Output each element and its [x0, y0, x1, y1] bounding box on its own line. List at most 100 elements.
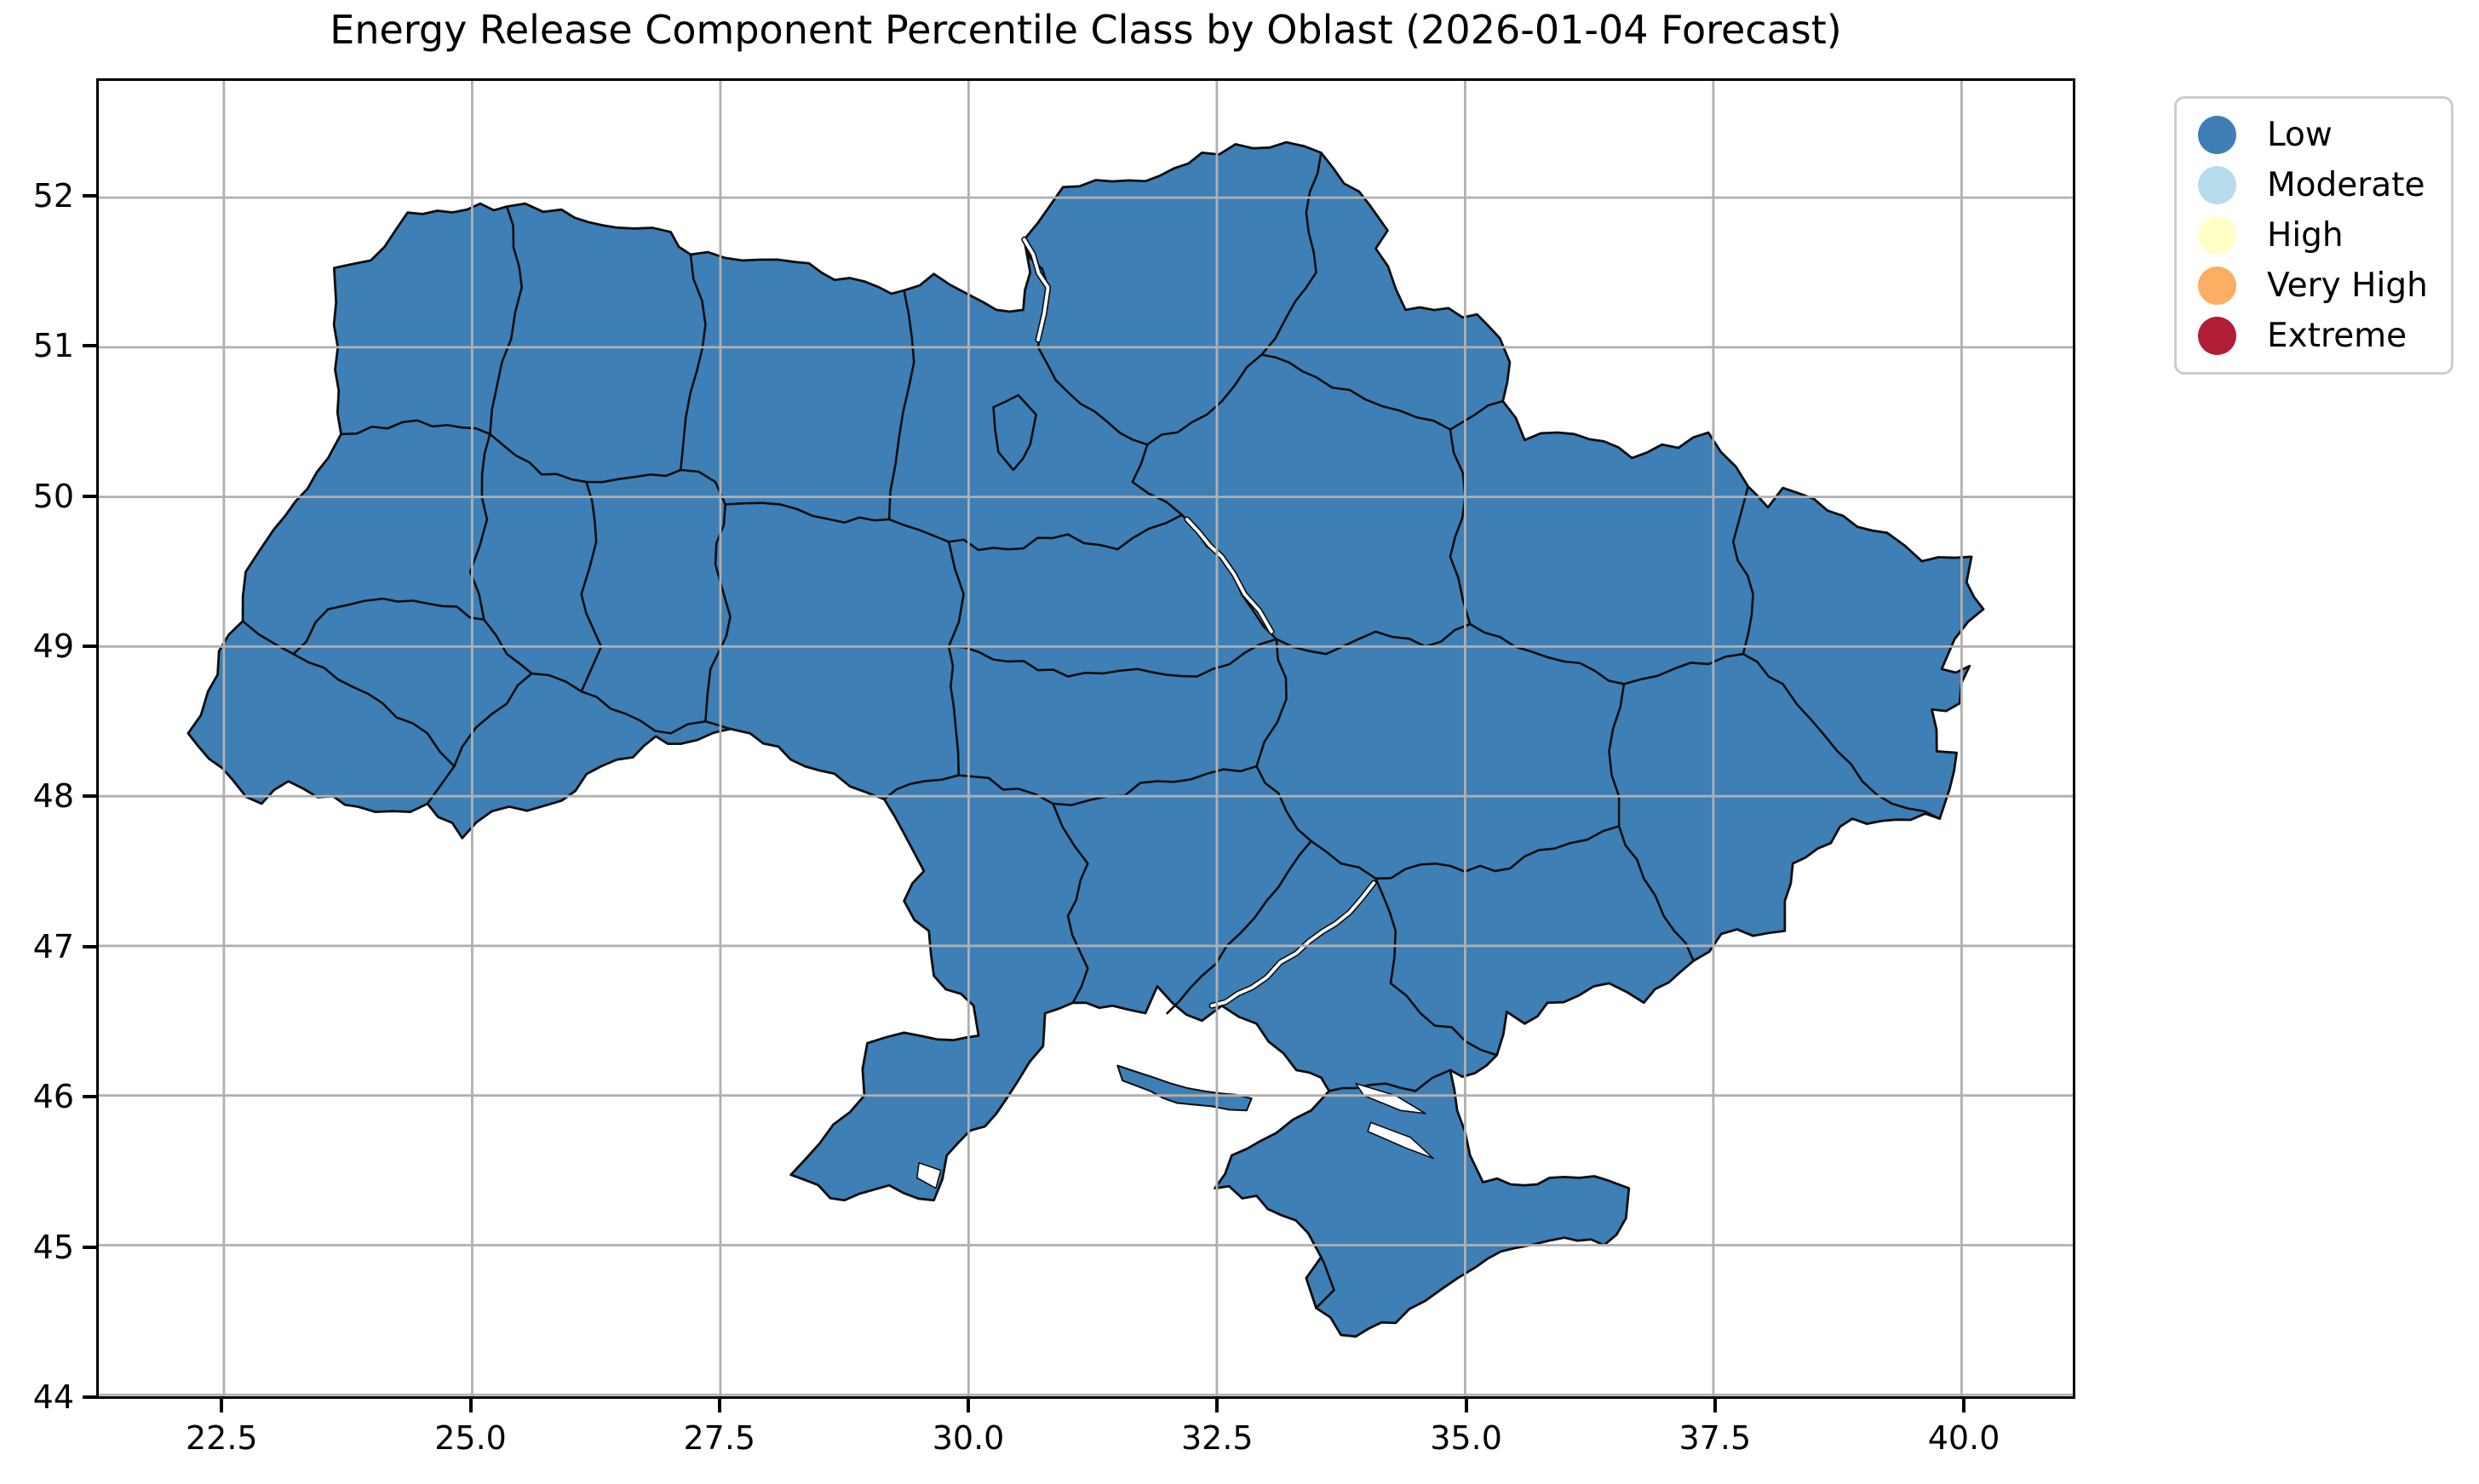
- x-axis-tick: [1713, 1399, 1717, 1412]
- x-axis-tick: [468, 1399, 473, 1412]
- oblast-border: [341, 421, 491, 434]
- lagoon-cutout: [917, 1163, 941, 1189]
- oblast-border: [1317, 1258, 1334, 1309]
- y-axis-tick: [83, 1245, 96, 1249]
- lagoon-cutout: [1356, 1084, 1426, 1114]
- x-axis-tick: [1215, 1399, 1219, 1412]
- legend-item: Moderate: [2177, 160, 2451, 210]
- oblast-border: [1619, 826, 1693, 960]
- y-axis-tick: [83, 944, 96, 948]
- legend-swatch-icon: [2198, 116, 2236, 154]
- oblast-border: [884, 776, 1053, 804]
- oblast-border: [889, 519, 949, 541]
- oblast-border: [726, 503, 889, 523]
- oblast-border: [1053, 766, 1257, 805]
- river-channel: [1212, 883, 1374, 1006]
- oblast-border: [1470, 624, 1624, 684]
- x-axis-tick: [1464, 1399, 1468, 1412]
- oblast-border: [1257, 639, 1287, 766]
- oblast-border: [1261, 152, 1321, 354]
- chart-title: Energy Release Component Percentile Clas…: [330, 7, 1842, 53]
- y-axis-tick-label: 50: [32, 477, 74, 515]
- legend-item-label: Low: [2267, 116, 2333, 154]
- oblast-border: [1257, 766, 1311, 841]
- x-axis-tick: [717, 1399, 721, 1412]
- oblast-border: [1277, 624, 1470, 654]
- oblast-border: [294, 599, 485, 654]
- oblast-border: [490, 207, 521, 434]
- oblast-border: [1133, 444, 1182, 515]
- y-axis-tick-label: 49: [32, 627, 74, 665]
- oblast-border: [1450, 401, 1503, 429]
- legend-swatch-icon: [2198, 216, 2236, 255]
- x-axis-tick-label: 30.0: [932, 1419, 1005, 1457]
- y-axis-tick: [83, 494, 96, 498]
- lagoon-cutout: [1368, 1122, 1433, 1158]
- oblast-border: [680, 255, 705, 470]
- x-axis-tick: [1962, 1399, 1966, 1412]
- tendra-spit-island: [1117, 1066, 1251, 1111]
- river-channel: [1187, 519, 1271, 632]
- legend-item: Extreme: [2177, 311, 2451, 361]
- y-axis-tick-label: 46: [32, 1078, 74, 1116]
- x-axis-tick: [967, 1399, 971, 1412]
- y-axis-tick-label: 51: [32, 327, 74, 365]
- y-axis-tick: [83, 344, 96, 348]
- oblast-border: [889, 290, 914, 519]
- y-axis-tick: [83, 193, 96, 198]
- y-axis-tick: [83, 1395, 96, 1400]
- x-axis-tick-label: 25.0: [434, 1419, 507, 1457]
- legend-swatch-icon: [2198, 317, 2236, 355]
- x-axis-tick-label: 40.0: [1927, 1419, 2000, 1457]
- y-axis-tick-label: 52: [32, 176, 74, 215]
- x-axis-tick-label: 32.5: [1180, 1419, 1254, 1457]
- oblast-border: [949, 541, 963, 775]
- oblast-border: [1375, 826, 1619, 879]
- legend-item-label: Extreme: [2267, 317, 2407, 355]
- oblast-border: [1624, 654, 1743, 684]
- x-axis-tick-label: 35.0: [1430, 1419, 1502, 1457]
- oblast-border: [949, 639, 1277, 677]
- y-axis-tick: [83, 644, 96, 648]
- oblast-border: [243, 622, 454, 804]
- oblast-border: [1261, 355, 1450, 430]
- x-axis-tick-label: 37.5: [1678, 1419, 1752, 1457]
- y-axis-tick-label: 44: [32, 1378, 74, 1417]
- oblast-border: [1311, 841, 1376, 879]
- oblast-border: [949, 515, 1182, 550]
- legend-swatch-icon: [2198, 166, 2236, 204]
- oblast-border: [531, 673, 730, 733]
- kyiv-city-border: [994, 395, 1036, 470]
- legend-item: Low: [2177, 110, 2451, 160]
- oblast-border: [454, 673, 531, 766]
- ukraine-outline: [188, 142, 1983, 1337]
- x-axis-tick-label: 27.5: [683, 1419, 756, 1457]
- oblast-border: [582, 482, 601, 691]
- legend-item: High: [2177, 210, 2451, 261]
- y-axis-tick: [83, 1095, 96, 1099]
- legend-item-label: Moderate: [2267, 166, 2425, 204]
- legend-item-label: High: [2267, 216, 2344, 255]
- plot-area: [96, 78, 2075, 1399]
- y-axis-tick-label: 48: [32, 777, 74, 816]
- oblast-border: [1168, 841, 1311, 1013]
- oblast-border: [1450, 430, 1470, 624]
- y-axis-tick-label: 47: [32, 927, 74, 965]
- legend-item-label: Very High: [2267, 266, 2428, 305]
- legend-item: Very High: [2177, 261, 2451, 311]
- y-axis-tick: [83, 794, 96, 799]
- oblast-border: [1329, 1070, 1450, 1092]
- x-axis-tick-label: 22.5: [185, 1419, 258, 1457]
- x-axis-tick: [220, 1399, 224, 1412]
- oblast-border: [1053, 804, 1088, 1003]
- oblast-border: [1147, 355, 1261, 444]
- y-axis-tick-label: 45: [32, 1228, 74, 1266]
- oblast-border: [1733, 486, 1753, 654]
- ukraine-choropleth-map: [99, 81, 2073, 1396]
- river-channel: [1024, 239, 1048, 340]
- oblast-border: [680, 470, 730, 721]
- oblast-border: [484, 620, 531, 673]
- oblast-border: [1743, 654, 1940, 818]
- oblast-border: [490, 434, 680, 482]
